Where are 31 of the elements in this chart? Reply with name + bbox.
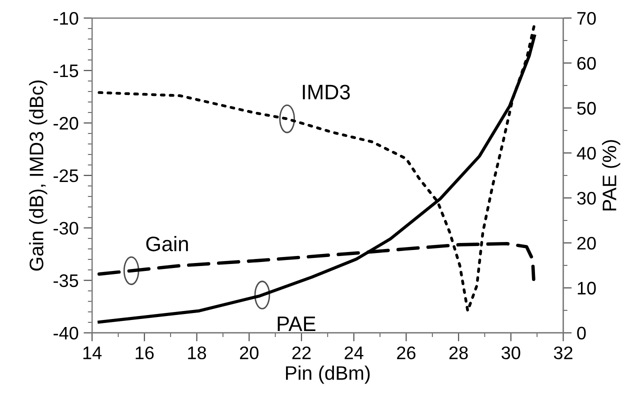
x-tick-label: 18 [188,346,206,360]
y-axis-title: Gain (dB), IMD3 (dBc) [29,80,48,271]
x-tick-label: 28 [449,346,468,360]
y2-tick-label: 50 [577,102,596,115]
y2-axis-title: PAE (%) [602,140,620,210]
y-tick-label: -25 [54,169,78,182]
x-tick-label: 32 [554,346,572,360]
y2-tick-label: 70 [577,12,596,25]
series-label: IMD3 [302,84,350,100]
y-tick-label: -30 [54,222,78,235]
x-tick-label: 16 [136,346,154,360]
y2-tick-label: 30 [577,192,596,205]
y2-tick-label: 20 [577,236,596,250]
y-tick-label: -15 [54,64,78,78]
series-label: Gain [146,236,188,252]
y-tick-label: -20 [54,116,78,130]
y2-tick-label: 0 [577,326,586,340]
x-tick-label: 20 [240,346,258,360]
y-tick-label: -35 [54,274,78,288]
y2-tick-label: 40 [576,146,596,160]
x-tick-label: 22 [292,346,311,360]
x-axis-title: Pin (dBm) [286,366,370,384]
legend-label: PAE [278,316,316,331]
y2-tick-label: 60 [577,56,596,70]
x-tick-label: 14 [83,346,102,360]
y-tick-label: -10 [54,12,78,25]
x-tick-label: 30 [502,346,520,360]
x-tick-label: 26 [397,346,416,360]
x-tick-label: 24 [344,346,364,360]
y-tick-label: -40 [54,326,78,340]
y2-tick-label: 10 [578,282,596,295]
